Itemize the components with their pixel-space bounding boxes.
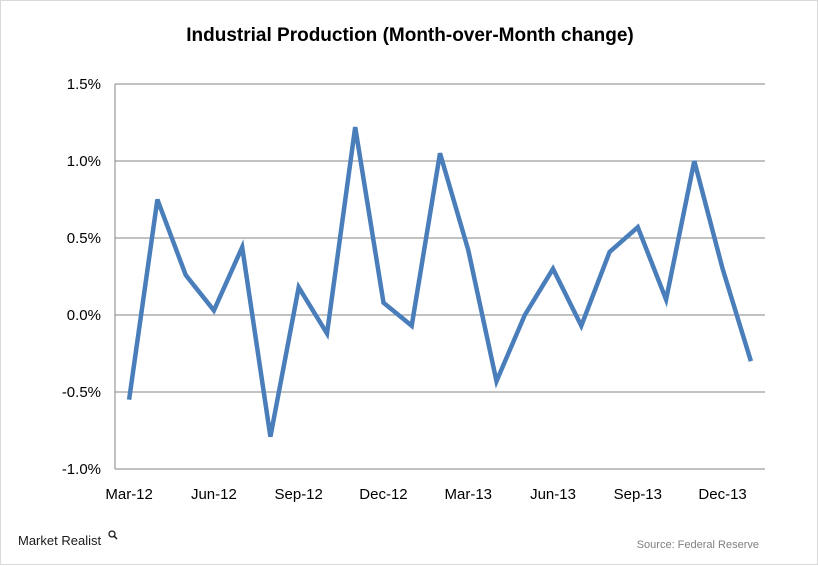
- y-tick-label: 0.0%: [67, 307, 101, 324]
- x-tick-label: Jun-13: [530, 486, 576, 503]
- y-tick-label: 0.5%: [67, 230, 101, 247]
- x-tick-label: Dec-13: [698, 486, 746, 503]
- gridlines: [115, 84, 765, 469]
- source-note: Source: Federal Reserve: [637, 539, 759, 551]
- x-tick-label: Mar-12: [105, 486, 153, 503]
- x-tick-label: Jun-12: [191, 486, 237, 503]
- y-tick-label: 1.5%: [67, 76, 101, 93]
- x-tick-label: Sep-13: [614, 486, 662, 503]
- x-tick-label: Sep-12: [275, 486, 323, 503]
- series: [129, 127, 751, 437]
- magnifier-icon: [109, 531, 117, 539]
- series-line: [129, 127, 751, 437]
- y-tick-label: -0.5%: [62, 384, 101, 401]
- y-axis: 1.5% 1.0% 0.5% 0.0% -0.5% -1.0%: [62, 76, 101, 478]
- brand-logo: Market Realist: [18, 531, 117, 548]
- y-tick-label: -1.0%: [62, 461, 101, 478]
- x-tick-label: Mar-13: [445, 486, 493, 503]
- y-tick-label: 1.0%: [67, 153, 101, 170]
- x-axis: Mar-12 Jun-12 Sep-12 Dec-12 Mar-13 Jun-13 Sep-…: [105, 486, 746, 503]
- x-tick-label: Dec-12: [359, 486, 407, 503]
- chart-title: Industrial Production (Month-over-Month …: [186, 25, 634, 46]
- brand-name: Market Realist: [18, 533, 101, 548]
